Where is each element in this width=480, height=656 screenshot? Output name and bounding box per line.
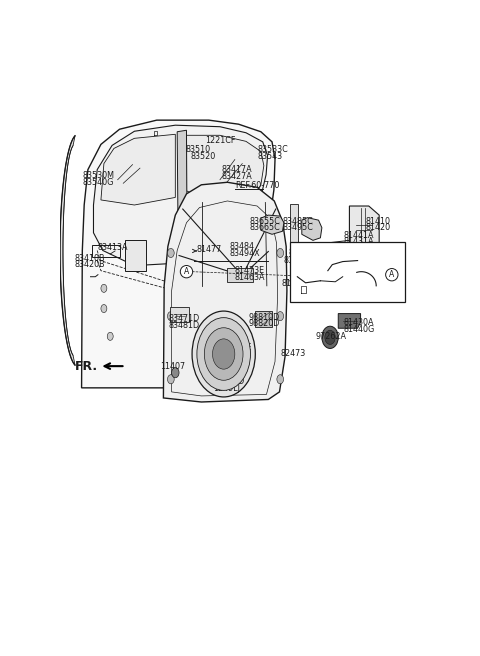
Circle shape	[277, 375, 284, 384]
Circle shape	[101, 304, 107, 313]
Text: 98820D: 98820D	[249, 319, 280, 328]
Text: 82473: 82473	[281, 349, 306, 358]
Text: REF.60-770: REF.60-770	[235, 181, 279, 190]
Text: 83410B: 83410B	[75, 253, 106, 262]
Text: 83665C: 83665C	[250, 223, 280, 232]
Circle shape	[204, 328, 243, 380]
Text: 83481D: 83481D	[169, 321, 200, 330]
Text: 1221CF: 1221CF	[205, 136, 236, 145]
Text: 11407: 11407	[160, 362, 185, 371]
Text: 83533C: 83533C	[257, 145, 288, 154]
Text: 81420: 81420	[365, 223, 390, 232]
Text: 81441A: 81441A	[344, 231, 374, 240]
Text: 83510: 83510	[186, 145, 211, 154]
Polygon shape	[228, 268, 253, 282]
Text: A: A	[184, 267, 189, 276]
Polygon shape	[290, 204, 298, 247]
Polygon shape	[94, 125, 267, 266]
Text: 81471F: 81471F	[282, 279, 312, 288]
Text: 83484: 83484	[229, 243, 254, 251]
Text: 98810D: 98810D	[249, 313, 280, 321]
Text: 83471D: 83471D	[169, 314, 200, 323]
Polygon shape	[101, 134, 175, 205]
Text: 83427A: 83427A	[222, 172, 252, 180]
Circle shape	[277, 249, 284, 258]
Text: 83655C: 83655C	[250, 216, 281, 226]
Circle shape	[208, 379, 215, 388]
Circle shape	[107, 333, 113, 340]
Text: 81430A: 81430A	[344, 318, 374, 327]
Circle shape	[192, 311, 255, 397]
Text: 83530M: 83530M	[83, 171, 114, 180]
Text: 81446: 81446	[283, 256, 308, 264]
Polygon shape	[177, 131, 187, 262]
Text: 81431A: 81431A	[344, 237, 374, 247]
Text: 81473E: 81473E	[234, 266, 264, 275]
Circle shape	[213, 339, 235, 369]
Circle shape	[168, 312, 174, 321]
Polygon shape	[170, 307, 190, 322]
Text: 83420B: 83420B	[75, 260, 106, 269]
Circle shape	[168, 249, 174, 258]
Text: 81463A: 81463A	[234, 273, 264, 281]
Polygon shape	[60, 136, 75, 365]
Text: 83417A: 83417A	[222, 165, 252, 174]
Polygon shape	[302, 218, 322, 240]
Text: 1731JE: 1731JE	[224, 343, 251, 352]
Polygon shape	[349, 206, 379, 260]
Text: 83540G: 83540G	[83, 178, 114, 187]
Circle shape	[172, 367, 179, 378]
Text: A: A	[389, 270, 395, 279]
Circle shape	[277, 312, 284, 321]
Circle shape	[101, 284, 107, 293]
Text: 83543: 83543	[257, 152, 282, 161]
Circle shape	[197, 318, 251, 390]
Text: 83485C: 83485C	[282, 216, 313, 226]
Polygon shape	[255, 311, 272, 327]
Text: 83495C: 83495C	[282, 223, 313, 232]
Text: FR.: FR.	[75, 360, 98, 373]
Text: 81410: 81410	[365, 216, 390, 226]
Text: 96330D: 96330D	[213, 377, 244, 386]
Text: 1249LJ: 1249LJ	[213, 384, 240, 393]
Polygon shape	[261, 215, 284, 234]
Text: 81477: 81477	[197, 245, 222, 254]
Bar	[290, 242, 405, 302]
Text: 83494X: 83494X	[229, 249, 260, 258]
Circle shape	[325, 330, 335, 344]
Text: 97262A: 97262A	[315, 332, 346, 341]
Polygon shape	[125, 240, 145, 271]
Polygon shape	[186, 135, 264, 210]
Polygon shape	[163, 182, 287, 402]
Text: 81491F: 81491F	[288, 249, 318, 258]
Text: 83413A: 83413A	[97, 243, 128, 253]
Circle shape	[322, 326, 338, 348]
Text: 83520: 83520	[190, 152, 216, 161]
Polygon shape	[338, 314, 360, 328]
Text: 81440G: 81440G	[344, 325, 375, 334]
Circle shape	[168, 375, 174, 384]
Polygon shape	[82, 120, 275, 388]
